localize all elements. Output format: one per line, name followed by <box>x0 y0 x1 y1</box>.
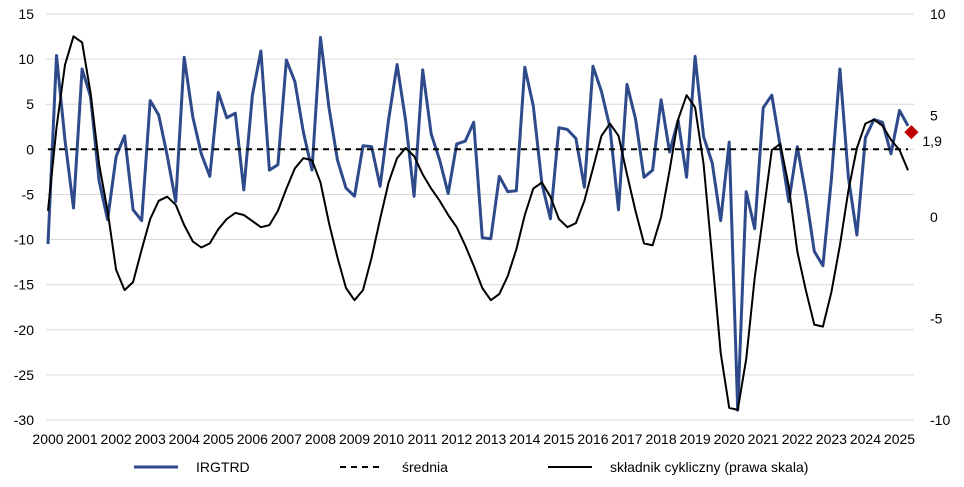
right-tick-label: 5 <box>930 108 938 124</box>
x-tick-label: 2008 <box>305 431 336 447</box>
x-tick-label: 2006 <box>237 431 268 447</box>
x-tick-label: 2009 <box>339 431 370 447</box>
x-tick-label: 2007 <box>271 431 302 447</box>
x-tick-label: 2023 <box>816 431 847 447</box>
annotation-marker <box>904 125 919 140</box>
x-tick-label: 2018 <box>645 431 676 447</box>
x-tick-label: 2022 <box>782 431 813 447</box>
legend-label: składnik cykliczny (prawa skala) <box>610 459 808 475</box>
right-tick-label: -5 <box>930 311 943 327</box>
x-tick-label: 2025 <box>884 431 915 447</box>
legend-label: IRGTRD <box>196 459 250 475</box>
left-tick-label: 0 <box>26 141 34 157</box>
left-tick-label: -10 <box>14 232 34 248</box>
x-tick-label: 2001 <box>66 431 97 447</box>
x-tick-label: 2020 <box>714 431 745 447</box>
x-tick-label: 2011 <box>408 431 438 447</box>
left-tick-label: -30 <box>14 412 34 428</box>
x-tick-label: 2002 <box>101 431 132 447</box>
series-line-3 <box>47 35 909 411</box>
left-tick-label: -15 <box>14 277 34 293</box>
left-tick-label: -20 <box>14 322 34 338</box>
x-tick-label: 2000 <box>32 431 63 447</box>
right-tick-label: 0 <box>930 209 938 225</box>
x-tick-label: 2017 <box>611 431 642 447</box>
right-tick-label: 10 <box>930 6 946 22</box>
x-tick-label: 2014 <box>509 431 540 447</box>
x-tick-label: 2019 <box>680 431 711 447</box>
x-tick-label: 2005 <box>203 431 234 447</box>
legend-label: średnia <box>402 459 448 475</box>
x-tick-label: 2021 <box>748 431 779 447</box>
x-axis: 2000 2001 2002 2003 2004 2005 2006 2007 2008 2009… <box>32 431 915 447</box>
left-tick-label: 15 <box>18 6 34 22</box>
legend: IRGTRD średnia składnik cykliczny (prawa s… <box>134 459 808 475</box>
x-tick-label: 2010 <box>373 431 404 447</box>
left-tick-label: -25 <box>14 367 34 383</box>
x-tick-label: 2016 <box>577 431 608 447</box>
x-tick-label: 2003 <box>135 431 166 447</box>
left-tick-label: 5 <box>26 96 34 112</box>
annotation-label: 1,9 <box>922 133 942 149</box>
x-tick-label: 2024 <box>850 431 881 447</box>
x-tick-label: 2013 <box>475 431 506 447</box>
right-tick-label: -10 <box>930 412 950 428</box>
left-tick-label: 10 <box>18 51 34 67</box>
annotation-group: 1,9 <box>904 125 942 149</box>
left-tick-label: -5 <box>22 186 35 202</box>
x-tick-label: 2015 <box>543 431 574 447</box>
series-group <box>46 35 910 412</box>
left-axis: 15 10 5 0 -5 -10 -15 -20 -25 -30 <box>14 6 34 428</box>
x-tick-label: 2004 <box>169 431 200 447</box>
series-line-1 <box>46 36 910 412</box>
right-axis: 10 5 0 -5 -10 <box>930 6 950 428</box>
x-tick-label: 2012 <box>441 431 472 447</box>
